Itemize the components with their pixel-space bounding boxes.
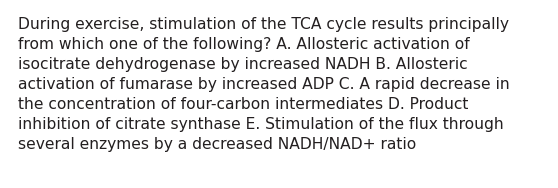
- Text: During exercise, stimulation of the TCA cycle results principally
from which one: During exercise, stimulation of the TCA …: [18, 17, 510, 152]
